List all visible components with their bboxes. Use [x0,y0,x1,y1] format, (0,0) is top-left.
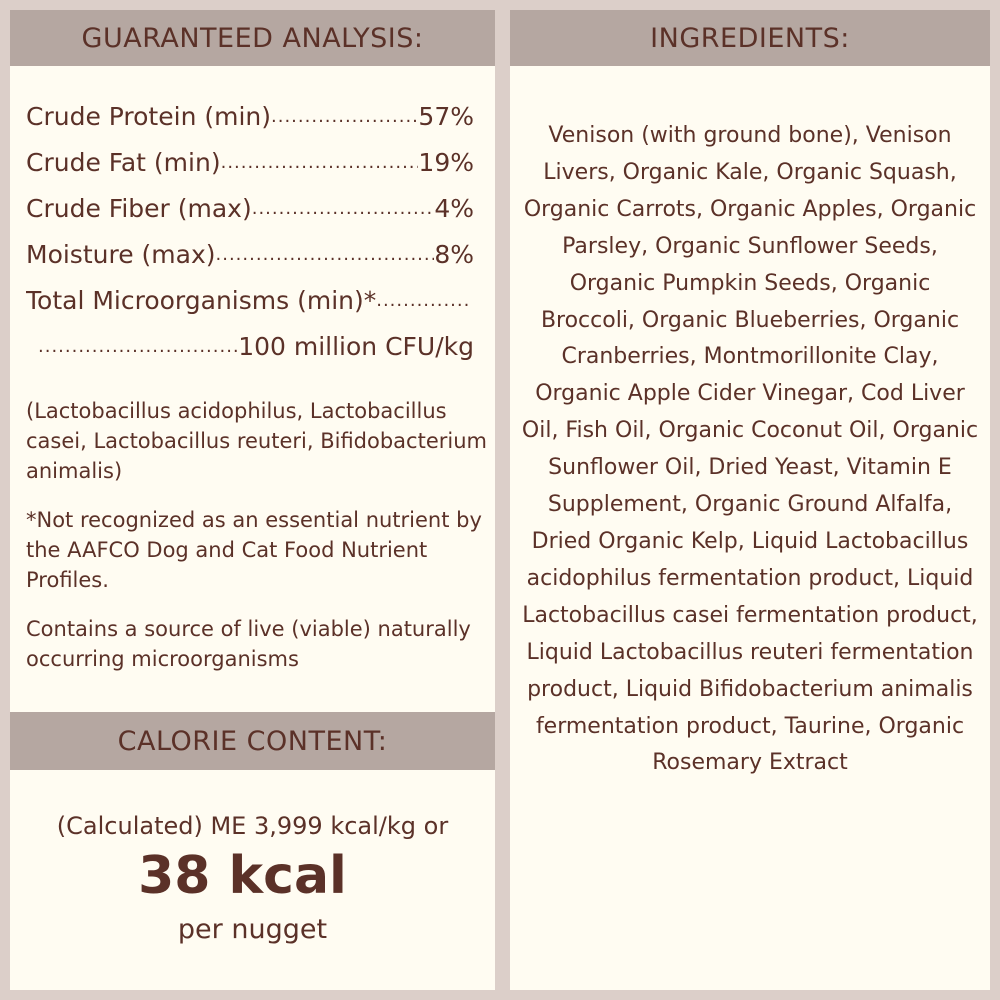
guaranteed-analysis-header: GUARANTEED ANALYSIS: [10,10,495,66]
calorie-per: per nugget [177,914,328,945]
footnote-text: *Not recognized as an essential nutrient… [26,508,482,592]
calorie-big: 38 kcal [138,846,347,906]
row-label: Moisture (max) [26,240,216,269]
analysis-row: Total Microorganisms (min)* [26,286,468,315]
analysis-row: Moisture (max) 8% [26,240,474,269]
row-value: 57% [418,102,474,131]
analysis-row: Crude Fiber (max) 4% [26,194,474,223]
live-note-text: Contains a source of live (viable) natur… [26,617,471,671]
ingredients-header: INGREDIENTS: [510,10,990,66]
calorie-calculated: (Calculated) ME 3,999 kcal/kg or [56,812,449,840]
row-label: Crude Fat (min) [26,148,221,177]
analysis-row: Crude Fat (min) 19% [26,148,474,177]
analysis-row: Crude Protein (min) 57% [26,102,474,131]
analysis-row-continued: 100 million CFU/kg [38,332,474,361]
calorie-content-header: CALORIE CONTENT: [10,712,495,770]
row-value: 8% [434,240,474,269]
row-label: Crude Fiber (max) [26,194,252,223]
row-value: 100 million CFU/kg [238,332,474,361]
strains-text: (Lactobacillus acidophilus, Lactobacillu… [26,399,487,483]
row-label: Crude Protein (min) [26,102,272,131]
ingredients-text: Venison (with ground bone), Venison Live… [521,123,979,776]
row-value: 19% [418,148,474,177]
row-value: 4% [434,194,474,223]
row-label: Total Microorganisms (min)* [26,286,377,315]
ingredients-panel [510,10,990,990]
